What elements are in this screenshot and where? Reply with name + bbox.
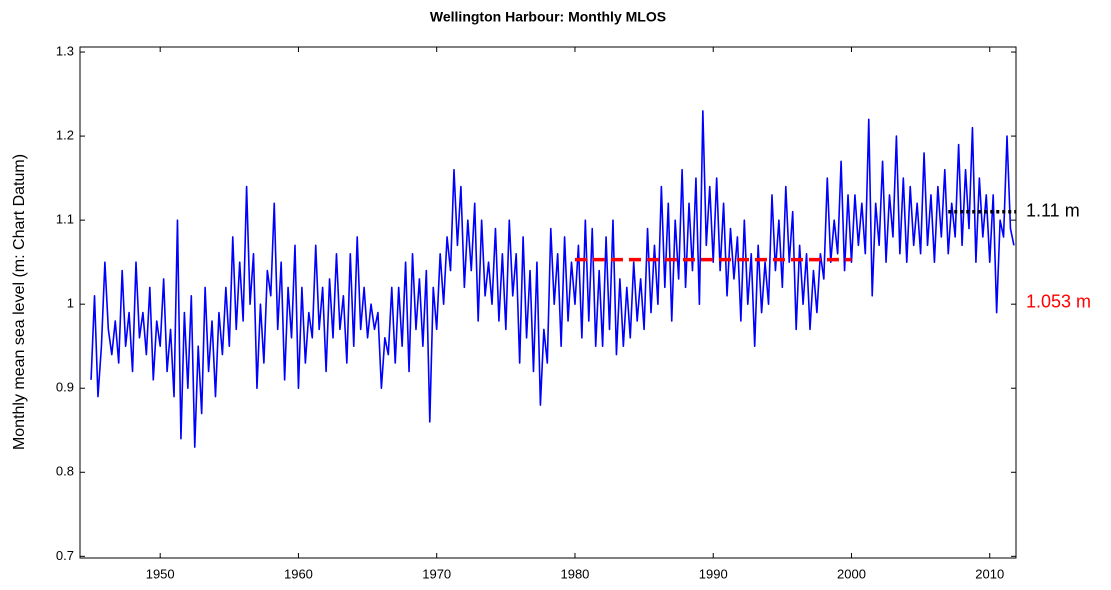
x-tick-label: 1950 (146, 566, 175, 581)
y-tick-label: 0.7 (56, 548, 74, 563)
x-tick-label: 1990 (699, 566, 728, 581)
chart-title: Wellington Harbour: Monthly MLOS (430, 9, 666, 25)
y-tick-label: 1 (67, 296, 74, 311)
x-tick-label: 1960 (284, 566, 313, 581)
sea-level-line (90, 110, 1015, 448)
mean-level-label: 1.053 m (1026, 291, 1091, 311)
y-tick-label: 1.1 (56, 212, 74, 227)
x-tick-label: 2000 (837, 566, 866, 581)
x-tick-label: 1980 (560, 566, 589, 581)
x-tick-label: 1970 (422, 566, 451, 581)
y-axis-label: Monthly mean sea level (m: Chart Datum) (11, 154, 28, 450)
y-tick-label: 0.9 (56, 380, 74, 395)
y-tick-label: 1.2 (56, 128, 74, 143)
mean-level-label: 1.11 m (1026, 200, 1080, 220)
x-tick-label: 2010 (975, 566, 1004, 581)
y-tick-label: 1.3 (56, 43, 74, 58)
y-tick-label: 0.8 (56, 464, 74, 479)
plot-frame (79, 46, 1017, 559)
